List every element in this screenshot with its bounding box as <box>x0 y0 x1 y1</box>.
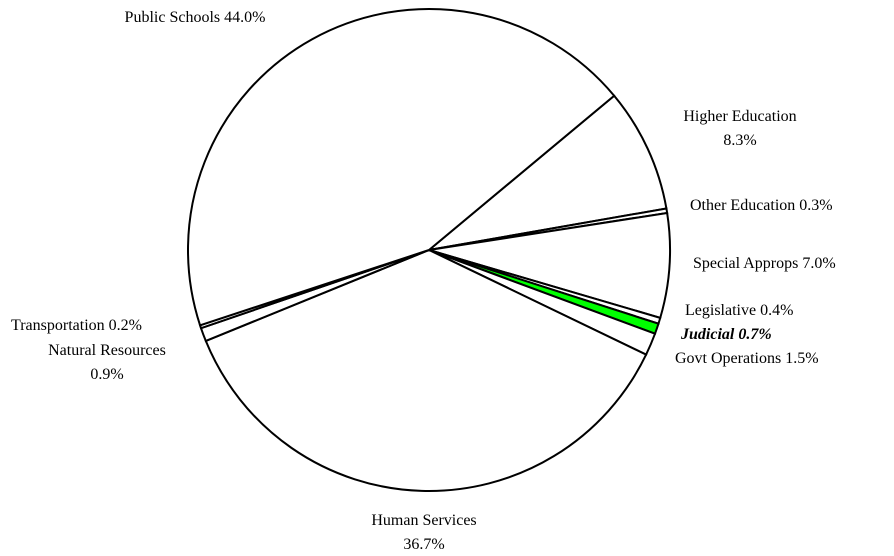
label-special-approps: Special Approps 7.0% <box>693 255 836 272</box>
pie-slices <box>187 8 671 492</box>
label-transportation: Transportation 0.2% <box>11 317 142 334</box>
label-human-services: Human Services <box>371 512 476 529</box>
label-natural-resources-pct: 0.9% <box>90 366 123 383</box>
slice-human-services <box>204 248 648 492</box>
label-higher-education: Higher Education <box>683 108 796 125</box>
label-other-education: Other Education 0.3% <box>690 197 833 214</box>
label-natural-resources: Natural Resources <box>48 342 166 359</box>
label-govt-operations: Govt Operations 1.5% <box>675 350 819 367</box>
slice-higher-education <box>425 94 668 252</box>
label-higher-education-pct: 8.3% <box>723 132 756 149</box>
slice-public-schools <box>187 8 616 327</box>
slice-special-approps <box>428 211 671 320</box>
label-judicial: Judicial 0.7% <box>680 326 772 343</box>
label-public-schools: Public Schools 44.0% <box>125 9 266 26</box>
slice-labels: Public Schools 44.0% Higher Education 8.… <box>11 9 836 553</box>
label-legislative: Legislative 0.4% <box>685 302 793 319</box>
label-human-services-pct: 36.7% <box>403 536 444 553</box>
